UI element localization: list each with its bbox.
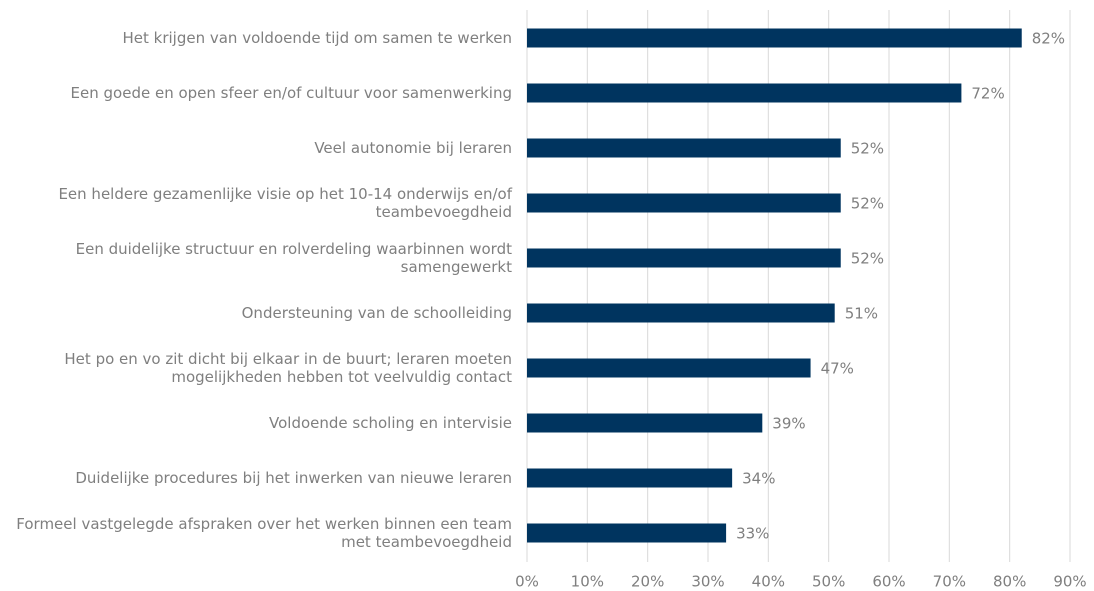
- bar: [527, 468, 733, 488]
- bar: [527, 248, 841, 268]
- bar: [527, 28, 1022, 48]
- x-tick-label: 30%: [691, 573, 724, 591]
- value-label: 82%: [1032, 30, 1065, 48]
- value-label: 47%: [821, 360, 854, 378]
- x-tick-label: 0%: [515, 573, 539, 591]
- value-label: 51%: [845, 305, 878, 323]
- category-label: Formeel vastgelegde afspraken over het w…: [16, 515, 512, 551]
- category-label: Het krijgen van voldoende tijd om samen …: [122, 29, 512, 47]
- x-tick-label: 10%: [571, 573, 604, 591]
- bar: [527, 193, 841, 213]
- x-tick-label: 70%: [933, 573, 966, 591]
- value-label: 72%: [971, 85, 1004, 103]
- bar: [527, 303, 835, 323]
- category-label: Het po en vo zit dicht bij elkaar in de …: [64, 350, 512, 386]
- value-label: 39%: [772, 415, 805, 433]
- x-tick-label: 90%: [1053, 573, 1086, 591]
- category-label: Veel autonomie bij leraren: [314, 139, 512, 157]
- bar: [527, 83, 962, 103]
- x-tick-label: 60%: [872, 573, 905, 591]
- bar: [527, 358, 811, 378]
- category-label: Ondersteuning van de schoolleiding: [241, 304, 512, 322]
- x-tick-label: 20%: [631, 573, 664, 591]
- bar: [527, 138, 841, 158]
- value-label: 52%: [851, 195, 884, 213]
- x-tick-label: 40%: [752, 573, 785, 591]
- category-label: Een heldere gezamenlijke visie op het 10…: [58, 185, 512, 221]
- category-label: Een duidelijke structuur en rolverdeling…: [75, 240, 512, 276]
- x-tick-label: 80%: [993, 573, 1026, 591]
- category-label: Een goede en open sfeer en/of cultuur vo…: [70, 84, 512, 102]
- value-label: 33%: [736, 525, 769, 543]
- bar: [527, 523, 727, 543]
- bar: [527, 413, 763, 433]
- x-tick-label: 50%: [812, 573, 845, 591]
- value-label: 52%: [851, 140, 884, 158]
- category-label: Voldoende scholing en intervisie: [269, 414, 512, 432]
- category-label: Duidelijke procedures bij het inwerken v…: [75, 469, 512, 487]
- value-label: 34%: [742, 470, 775, 488]
- value-label: 52%: [851, 250, 884, 268]
